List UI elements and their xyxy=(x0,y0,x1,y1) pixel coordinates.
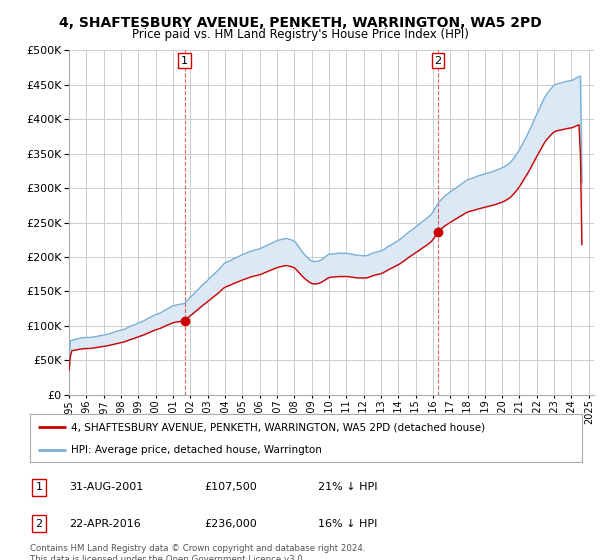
Text: HPI: Average price, detached house, Warrington: HPI: Average price, detached house, Warr… xyxy=(71,445,322,455)
Text: 2: 2 xyxy=(434,55,442,66)
Text: Price paid vs. HM Land Registry's House Price Index (HPI): Price paid vs. HM Land Registry's House … xyxy=(131,28,469,41)
Text: 4, SHAFTESBURY AVENUE, PENKETH, WARRINGTON, WA5 2PD: 4, SHAFTESBURY AVENUE, PENKETH, WARRINGT… xyxy=(59,16,541,30)
Text: £107,500: £107,500 xyxy=(204,482,257,492)
Text: 1: 1 xyxy=(181,55,188,66)
Text: 4, SHAFTESBURY AVENUE, PENKETH, WARRINGTON, WA5 2PD (detached house): 4, SHAFTESBURY AVENUE, PENKETH, WARRINGT… xyxy=(71,422,485,432)
Text: 31-AUG-2001: 31-AUG-2001 xyxy=(69,482,143,492)
Text: £236,000: £236,000 xyxy=(204,519,257,529)
Text: Contains HM Land Registry data © Crown copyright and database right 2024.
This d: Contains HM Land Registry data © Crown c… xyxy=(30,544,365,560)
Text: 21% ↓ HPI: 21% ↓ HPI xyxy=(318,482,377,492)
Text: 22-APR-2016: 22-APR-2016 xyxy=(69,519,141,529)
Text: 2: 2 xyxy=(35,519,43,529)
Text: 1: 1 xyxy=(35,482,43,492)
Text: 16% ↓ HPI: 16% ↓ HPI xyxy=(318,519,377,529)
